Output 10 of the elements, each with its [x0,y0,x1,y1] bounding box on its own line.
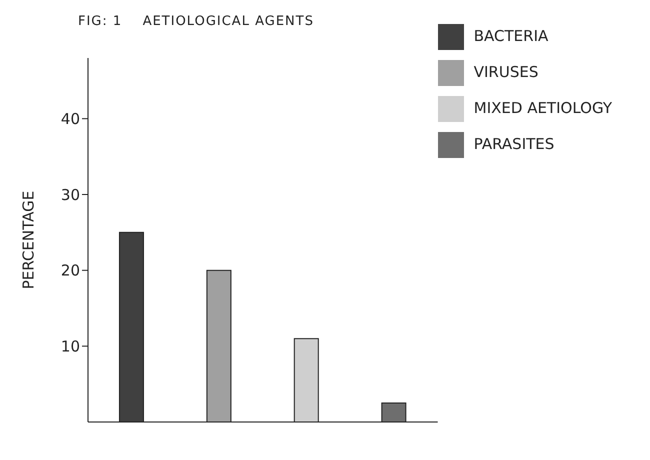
legend-label: PARASITES [474,135,554,153]
y-tick-label: 20 [60,262,80,280]
y-axis-title: PERCENTAGE [19,190,38,290]
chart-title: FIG: 1 AETIOLOGICAL AGENTS [78,14,314,29]
legend-label: BACTERIA [474,27,548,45]
legend-label: VIRUSES [474,63,538,81]
y-tick-label: 10 [60,337,80,356]
y-tick-label: 40 [60,110,80,128]
legend-label: MIXED AETIOLOGY [474,99,612,117]
y-tick-label: 30 [60,186,80,204]
